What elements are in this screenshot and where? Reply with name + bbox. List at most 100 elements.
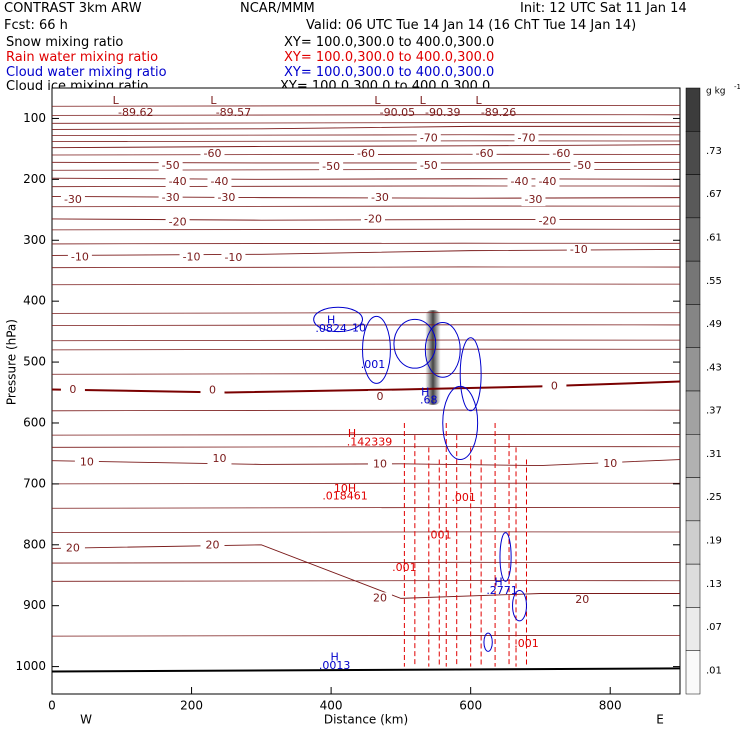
temperature-contour-label: 20 (205, 538, 219, 551)
contour-label-bg (60, 384, 85, 397)
cloud-water-label: H (327, 314, 335, 327)
contour-label-bg (367, 192, 392, 205)
temperature-contour-label: -50 (573, 159, 591, 172)
contour-label-bg (165, 175, 190, 188)
colorbar-cell (685, 347, 701, 392)
y-tick-label: 1000 (15, 659, 46, 673)
temperature-contour-line (51, 380, 681, 394)
contour-label-bg (221, 251, 246, 264)
cloud-water-contour (393, 318, 437, 369)
colorbar-cell (685, 520, 701, 565)
contour-label-bg (200, 147, 225, 160)
rain-water-label: .001 (451, 491, 476, 504)
cloud-water-contour (459, 337, 482, 412)
cloud-water-contour (512, 589, 527, 622)
colorbar-cell (685, 434, 701, 478)
contour-label-bg (416, 132, 441, 145)
colorbar-label: .31 (706, 449, 722, 460)
cloud-water-label: 10 (352, 322, 366, 335)
x-end-left: W (80, 713, 92, 727)
cloud-water-label: .68 (420, 393, 438, 406)
contour-label-bg (319, 161, 344, 174)
x-tick-label: 600 (459, 699, 482, 713)
colorbar-label: .25 (706, 492, 722, 503)
contour-label-bg (566, 244, 591, 257)
contour-label-bg (354, 147, 378, 160)
contour-label-bg (535, 215, 560, 228)
low-value: -90.05 (380, 106, 415, 119)
contour-label-bg (535, 175, 560, 188)
temperature-contour-label: -30 (524, 193, 542, 206)
colorbar-unit: g kg (706, 87, 726, 97)
temperature-contour-label: 10 (373, 457, 387, 470)
rain-water-label: .001 (392, 561, 417, 574)
contour-label-bg (207, 452, 232, 465)
contour-label-bg (507, 175, 532, 188)
contour-label-bg (360, 213, 385, 226)
contour-label-bg (158, 159, 183, 172)
colorbar-label: .43 (706, 362, 722, 373)
temperature-contour-label: 0 (551, 379, 558, 392)
low-marker: L (374, 94, 381, 107)
contour-label-bg (570, 594, 595, 607)
rain-water-label: .018461 (322, 490, 368, 503)
y-tick-label: 100 (23, 111, 46, 125)
temperature-contour-label: -40 (538, 175, 556, 188)
rain-water-label: 10H (334, 482, 356, 495)
contour-label-bg (514, 132, 539, 145)
contour-label-bg (74, 456, 99, 469)
colorbar-unit-exp: -1 (734, 83, 740, 91)
cloud-water-contour (424, 321, 461, 378)
contour-label-bg (179, 251, 204, 264)
cloud-water-label: H (421, 386, 429, 399)
temperature-contour-label: -60 (204, 147, 222, 160)
temperature-contour-label: -10 (224, 251, 242, 264)
temperature-contour-line (51, 544, 680, 599)
colorbar-label: .01 (706, 665, 722, 676)
legend-cloud-water-name: Cloud water mixing ratio (6, 65, 167, 80)
contour-label-bg (158, 192, 183, 205)
contour-label-bg (367, 592, 392, 605)
cloud-water-contour (499, 532, 512, 582)
colorbar-label: .13 (706, 579, 722, 590)
temperature-contour-label: -50 (420, 159, 438, 172)
valid-time: Valid: 06 UTC Tue 14 Jan 14 (16 ChT Tue … (306, 18, 637, 33)
colorbar-label: .61 (706, 233, 722, 244)
contour-label-bg (598, 457, 623, 470)
x-tick-label: 400 (320, 699, 343, 713)
temperature-contour-label: -50 (322, 160, 340, 173)
x-end-right: E (656, 713, 664, 727)
temperature-contour-label: -10 (71, 250, 89, 263)
temperature-contour-label: -10 (183, 250, 201, 263)
colorbar-cell (685, 563, 701, 608)
legend-rain-name: Rain water mixing ratio (6, 50, 159, 65)
rain-water-label: .001 (514, 637, 539, 650)
y-tick-label: 300 (23, 233, 46, 247)
legend-rain-xy: XY= 100.0,300.0 to 400.0,300.0 (284, 50, 495, 65)
contour-label-bg (367, 458, 392, 471)
colorbar-cell (685, 607, 701, 651)
colorbar-label: .19 (706, 536, 722, 547)
temperature-contour-label: 20 (373, 591, 387, 604)
temperature-contour-line (51, 459, 681, 467)
colorbar-cell (685, 477, 701, 522)
temperature-contour-label: -70 (518, 132, 536, 145)
temperature-contour-label: 20 (575, 593, 589, 606)
temperature-contour-label: 0 (209, 384, 216, 397)
temperature-contour-label: -20 (538, 214, 556, 227)
temperature-contour-label: -40 (511, 175, 529, 188)
contour-label-bg (367, 390, 392, 403)
temperature-contour-label: -40 (169, 175, 187, 188)
temperature-contour-label: 10 (212, 452, 226, 465)
cloud-water-contour (483, 632, 493, 652)
low-marker: L (113, 94, 120, 107)
init-time: Init: 12 UTC Sat 11 Jan 14 (520, 1, 687, 16)
colorbar-label: .07 (706, 622, 722, 633)
contour-label-bg (472, 147, 497, 160)
temperature-contour-label: -20 (364, 213, 382, 226)
temperature-contour-label: -30 (64, 193, 82, 206)
cloud-ice-shading (425, 310, 441, 405)
low-value: -90.39 (425, 106, 460, 119)
colorbar-cell (685, 87, 701, 132)
